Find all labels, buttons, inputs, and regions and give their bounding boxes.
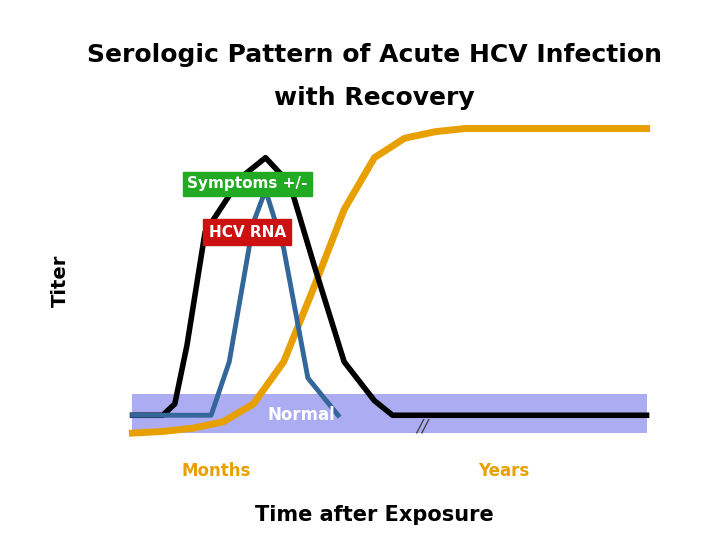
Text: Time after Exposure: Time after Exposure	[255, 505, 494, 525]
Text: Years: Years	[478, 462, 530, 480]
Text: with Recovery: with Recovery	[274, 86, 474, 110]
Text: HCV RNA: HCV RNA	[209, 225, 286, 240]
Text: Normal: Normal	[268, 406, 336, 424]
Text: Symptoms +/-: Symptoms +/-	[187, 176, 307, 191]
FancyBboxPatch shape	[132, 394, 647, 433]
Text: //: //	[417, 417, 429, 436]
Text: CDC: CDC	[598, 488, 640, 506]
Text: Serologic Pattern of Acute HCV Infection: Serologic Pattern of Acute HCV Infection	[87, 43, 662, 67]
Text: Months: Months	[181, 462, 251, 480]
Text: Titer: Titer	[50, 255, 69, 307]
